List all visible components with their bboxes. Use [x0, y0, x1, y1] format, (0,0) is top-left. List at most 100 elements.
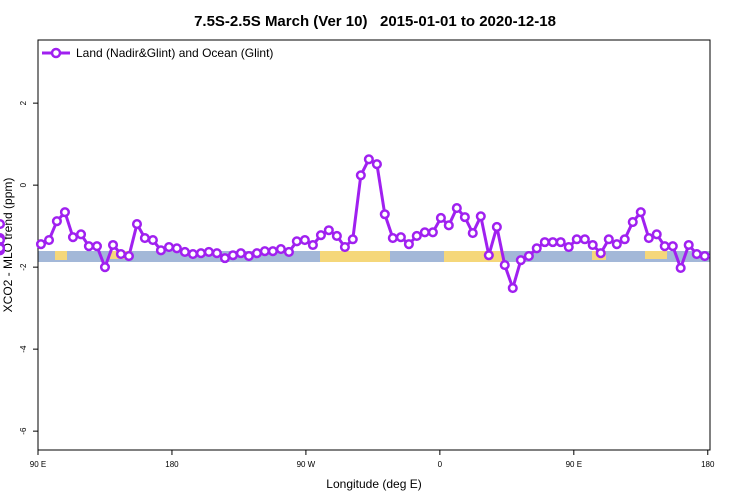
- land-ocean-band: [38, 251, 710, 262]
- data-point: [619, 234, 630, 245]
- data-point: [99, 262, 111, 273]
- chart-title: 7.5S-2.5S March (Ver 10) 2015-01-01 to 2…: [194, 13, 556, 30]
- data-point: [571, 234, 582, 245]
- data-point: [635, 207, 646, 218]
- data-point: [659, 241, 670, 252]
- data-point: [219, 253, 230, 264]
- data-point: [539, 237, 550, 248]
- data-point: [363, 154, 374, 165]
- data-point: [139, 232, 150, 244]
- x-tick-label: 90 W: [297, 460, 316, 469]
- data-point: [651, 229, 662, 240]
- legend-label: Land (Nadir&Glint) and Ocean (Glint): [76, 46, 273, 60]
- y-tick-label: -6: [19, 427, 28, 435]
- data-point: [291, 236, 302, 247]
- data-point: [275, 244, 286, 255]
- data-point: [67, 232, 79, 243]
- legend-marker: [50, 47, 62, 59]
- x-tick-label: 90 E: [566, 460, 582, 469]
- data-point: [483, 250, 494, 261]
- data-point: [451, 203, 462, 214]
- data-point: [259, 246, 270, 257]
- data-point: [563, 242, 574, 253]
- data-point: [579, 234, 590, 245]
- data-point: [75, 229, 87, 240]
- data-point: [0, 235, 6, 246]
- data-point: [611, 239, 622, 250]
- data-point: [315, 230, 326, 241]
- data-point: [435, 212, 446, 223]
- data-point: [427, 227, 438, 238]
- data-point: [51, 216, 62, 227]
- x-tick-label: 180: [165, 460, 179, 469]
- land-band: [444, 251, 504, 262]
- x-tick-label: 180: [701, 460, 715, 469]
- land-band: [320, 251, 390, 262]
- data-point: [299, 235, 310, 246]
- land-band: [55, 251, 67, 260]
- data-point: [603, 234, 614, 245]
- data-point: [211, 248, 222, 259]
- data-point: [163, 242, 175, 253]
- data-point: [667, 241, 678, 252]
- data-point: [371, 159, 382, 170]
- data-point: [459, 212, 470, 223]
- data-point: [147, 235, 158, 246]
- data-point: [243, 251, 254, 262]
- data-point: [187, 248, 198, 260]
- y-axis-label: XCO2 - MLO trend (ppm): [1, 178, 15, 313]
- data-point: [595, 248, 606, 259]
- data-point: [59, 207, 70, 218]
- data-point: [507, 283, 518, 294]
- data-point: [467, 228, 478, 239]
- data-point: [179, 246, 190, 258]
- data-point: [91, 241, 102, 252]
- data-point: [699, 251, 710, 262]
- data-point: [203, 246, 214, 258]
- data-point: [251, 248, 262, 259]
- data-point: [627, 216, 638, 228]
- data-point: [411, 230, 422, 242]
- data-point: [131, 219, 143, 230]
- data-point: [0, 243, 6, 254]
- y-tick-label: 0: [19, 182, 28, 187]
- data-point: [443, 220, 454, 231]
- data-point: [499, 260, 510, 271]
- data-point: [675, 262, 686, 274]
- data-point: [123, 251, 134, 262]
- data-point: [515, 255, 526, 266]
- data-point: [683, 239, 694, 251]
- land-band: [645, 251, 667, 259]
- data-point: [235, 248, 246, 259]
- data-point: [395, 232, 406, 243]
- data-point: [379, 209, 390, 220]
- data-point: [643, 232, 654, 244]
- data-point: [171, 243, 182, 254]
- y-tick-label: 2: [19, 100, 28, 105]
- legend: Land (Nadir&Glint) and Ocean (Glint): [42, 46, 273, 60]
- data-point: [107, 239, 119, 251]
- data-point: [43, 235, 55, 246]
- data-point: [83, 241, 94, 252]
- data-point: [523, 251, 534, 262]
- data-point: [331, 230, 342, 242]
- data-point: [155, 245, 166, 256]
- x-tick-label: 0: [438, 460, 443, 469]
- data-point: [587, 239, 598, 251]
- y-tick-label: -2: [19, 263, 28, 271]
- data-point: [339, 242, 350, 253]
- data-point: [195, 248, 207, 259]
- y-tick-label: -4: [19, 345, 28, 353]
- data-point: [491, 221, 502, 233]
- data-point: [347, 234, 358, 245]
- x-tick-label: 90 E: [30, 460, 46, 469]
- data-point: [531, 243, 542, 254]
- data-point: [307, 239, 318, 251]
- data-point: [283, 246, 294, 258]
- data-point: [547, 237, 558, 248]
- data-point: [35, 239, 47, 250]
- data-point: [323, 225, 334, 236]
- data-point: [419, 227, 430, 238]
- data-point: [267, 246, 278, 257]
- data-point: [691, 248, 702, 260]
